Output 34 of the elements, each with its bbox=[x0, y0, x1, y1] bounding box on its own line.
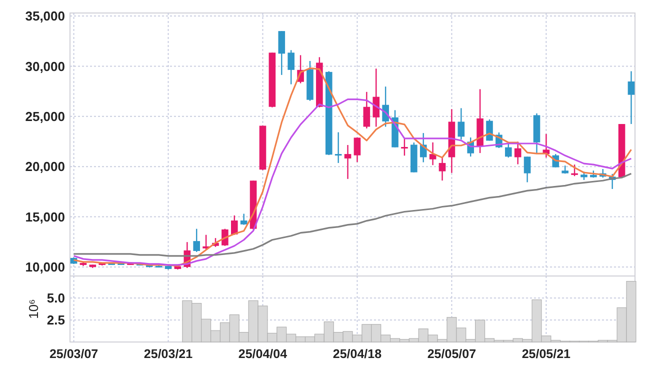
candlestick bbox=[401, 138, 408, 156]
candlestick bbox=[334, 132, 342, 164]
y-axis-title: 10⁶ bbox=[26, 299, 41, 319]
candlestick bbox=[571, 164, 578, 177]
y-tick-label: 25,000 bbox=[25, 108, 65, 124]
candlestick bbox=[344, 144, 352, 180]
x-tick-label: 25/04/18 bbox=[332, 347, 382, 361]
y-tick-label: 5.0 bbox=[46, 290, 65, 306]
candlestick bbox=[230, 214, 238, 236]
candlestick bbox=[240, 213, 248, 226]
x-tick-label: 25/05/07 bbox=[427, 347, 476, 361]
candlestick bbox=[628, 70, 635, 125]
candlestick bbox=[372, 68, 380, 128]
x-tick-label: 25/03/07 bbox=[49, 347, 98, 361]
candlestick bbox=[363, 91, 370, 130]
x-tick-label: 25/05/21 bbox=[522, 347, 571, 361]
y-tick-label: 30,000 bbox=[25, 58, 65, 74]
candlestick bbox=[288, 50, 294, 85]
x-tick-label: 25/04/04 bbox=[238, 347, 288, 361]
y-tick-label: 10,000 bbox=[25, 260, 65, 275]
y-tick-label: 20,000 bbox=[25, 159, 65, 174]
x-tick-label: 25/03/21 bbox=[144, 347, 193, 361]
line-series bbox=[72, 67, 632, 267]
candlestick bbox=[438, 156, 446, 182]
candlestick bbox=[193, 228, 200, 253]
candlestick bbox=[524, 156, 531, 183]
candlestick bbox=[514, 141, 522, 165]
candlestick bbox=[504, 142, 512, 158]
candlestick bbox=[458, 108, 465, 140]
y-tick-label: 35,000 bbox=[25, 8, 65, 24]
candlestick bbox=[354, 136, 361, 163]
y-tick-label: 2.5 bbox=[46, 312, 65, 328]
candlestick bbox=[278, 30, 286, 76]
y-tick-label: 15,000 bbox=[25, 209, 65, 224]
